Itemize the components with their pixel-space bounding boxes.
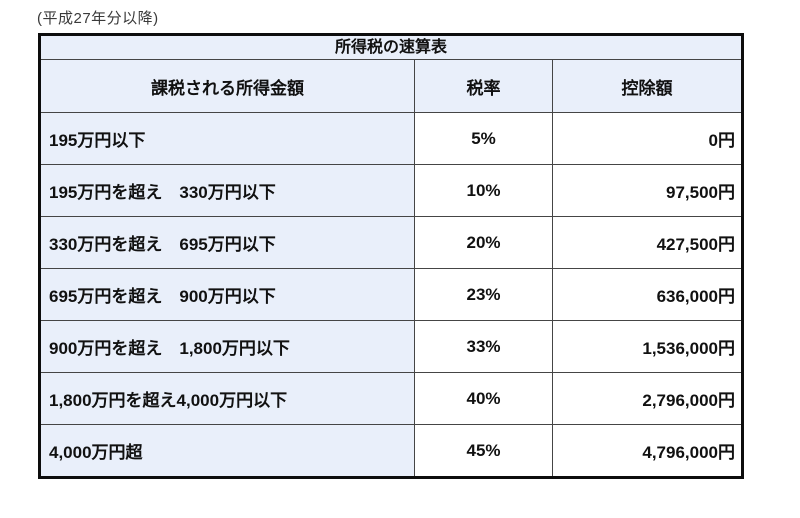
table-row: 695万円を超え 900万円以下 23% 636,000円 (39, 268, 744, 321)
table-row: 900万円を超え 1,800万円以下 33% 1,536,000円 (39, 320, 744, 373)
deduction-cell: 97,500円 (551, 164, 744, 217)
income-bracket-cell: 195万円を超え 330万円以下 (39, 164, 415, 217)
income-bracket-cell: 195万円以下 (39, 112, 415, 165)
deduction-cell: 4,796,000円 (551, 424, 744, 478)
header-deduction: 控除額 (551, 59, 744, 113)
tax-rate-cell: 5% (414, 112, 553, 165)
income-bracket-cell: 4,000万円超 (39, 424, 415, 478)
deduction-cell: 2,796,000円 (551, 372, 744, 425)
deduction-cell: 1,536,000円 (551, 320, 744, 373)
period-note-label: (平成27年分以降) (37, 10, 159, 27)
table-row: 1,800万円を超え4,000万円以下 40% 2,796,000円 (39, 372, 744, 425)
tax-rate-cell: 10% (414, 164, 553, 217)
deduction-cell: 0円 (551, 112, 744, 165)
header-tax-rate: 税率 (414, 59, 553, 113)
income-bracket-cell: 1,800万円を超え4,000万円以下 (39, 372, 415, 425)
header-taxable-income: 課税される所得金額 (39, 59, 415, 113)
income-bracket-cell: 330万円を超え 695万円以下 (39, 216, 415, 269)
table-row: 195万円を超え 330万円以下 10% 97,500円 (39, 164, 744, 217)
deduction-cell: 636,000円 (551, 268, 744, 321)
tax-rate-cell: 45% (414, 424, 553, 478)
tax-rate-cell: 33% (414, 320, 553, 373)
tax-rate-cell: 23% (414, 268, 553, 321)
income-bracket-cell: 695万円を超え 900万円以下 (39, 268, 415, 321)
table-row: 4,000万円超 45% 4,796,000円 (39, 424, 744, 478)
income-bracket-cell: 900万円を超え 1,800万円以下 (39, 320, 415, 373)
deduction-cell: 427,500円 (551, 216, 744, 269)
tax-rate-cell: 40% (414, 372, 553, 425)
income-tax-quick-table: 所得税の速算表 課税される所得金額 税率 控除額 195万円以下 5% 0円 1… (38, 33, 745, 479)
tax-rate-cell: 20% (414, 216, 553, 269)
table-row: 330万円を超え 695万円以下 20% 427,500円 (39, 216, 744, 269)
table-header-row: 課税される所得金額 税率 控除額 (39, 59, 744, 113)
table-title: 所得税の速算表 (38, 34, 744, 60)
table-title-row: 所得税の速算表 (38, 34, 744, 60)
table-row: 195万円以下 5% 0円 (39, 112, 744, 165)
